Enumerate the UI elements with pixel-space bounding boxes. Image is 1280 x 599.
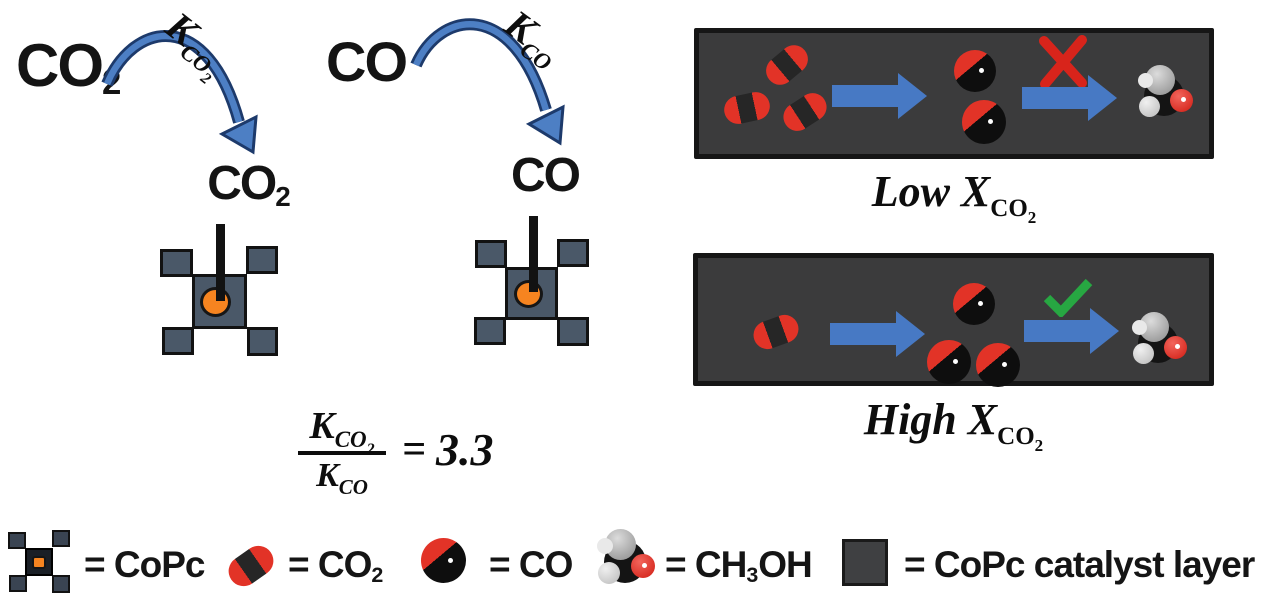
low-xco2-panel — [694, 28, 1214, 159]
co-molecule — [976, 343, 1020, 387]
co2-molecule — [749, 310, 803, 354]
copc-corner-square — [52, 575, 70, 593]
reaction-arrow-icon — [1024, 308, 1119, 354]
numerator-k: K — [309, 405, 335, 447]
copc-molecule-icon — [474, 238, 589, 350]
red-x-icon — [1039, 35, 1087, 89]
copc-corner-square — [246, 246, 278, 274]
cobalt-center-icon — [200, 286, 231, 317]
copc-corner-square — [474, 317, 506, 345]
ch3oh-molecule — [1138, 64, 1194, 122]
legend-ch3oh-sub: 3 — [746, 563, 759, 588]
high-label-sub: CO — [997, 423, 1035, 450]
legend-co2-sub: 2 — [371, 563, 384, 588]
cobalt-center-icon — [514, 279, 543, 308]
legend-ch3oh-post: OH — [758, 544, 812, 585]
co2-adsorbed-label: CO2 — [188, 157, 310, 211]
copc-corner-square — [160, 249, 193, 277]
atom-sphere — [598, 562, 620, 584]
cobalt-center-icon — [32, 555, 46, 569]
copc-corner-square — [162, 327, 194, 355]
co-molecule — [953, 283, 995, 325]
high-label-subsub: 2 — [1034, 436, 1044, 455]
numerator-subsub: 2 — [366, 441, 375, 458]
atom-sphere — [1139, 96, 1160, 117]
ratio-value: 3.3 — [435, 424, 494, 475]
copc-center-square — [505, 267, 558, 320]
legend-co-label: = CO — [489, 544, 573, 585]
co2-molecule — [778, 87, 832, 137]
atom-sphere — [1132, 320, 1147, 335]
co-molecule — [927, 340, 971, 384]
atom-highlight — [1175, 344, 1180, 349]
co2-gas-main: CO — [16, 32, 104, 99]
equals-sign: = — [402, 426, 426, 473]
copc-corner-square — [475, 240, 507, 268]
co-adsorbed-main: CO — [511, 149, 581, 202]
legend-co2-label: = CO2 — [288, 544, 384, 588]
legend-co-icon — [421, 538, 466, 583]
fraction-numerator: KCO2 — [309, 404, 374, 458]
low-label-sub: CO — [990, 195, 1028, 222]
legend-copc-label: = CoPc — [84, 544, 205, 585]
copc-corner-square — [557, 239, 589, 267]
k-co2-curved-arrow-icon — [101, 30, 258, 155]
reaction-arrow-icon — [830, 311, 925, 357]
co2-molecule — [721, 89, 773, 127]
equilibrium-ratio-equation: KCO2 KCO = 3.3 — [298, 404, 494, 499]
co2-adsorbed-sub: 2 — [275, 180, 291, 212]
numerator-sub: CO — [334, 427, 367, 452]
low-xco2-label: Low XCO2 — [694, 166, 1214, 227]
green-check-icon — [1043, 278, 1093, 317]
high-xco2-label: High XCO2 — [693, 394, 1214, 455]
co-gas-main: CO — [326, 30, 408, 93]
denominator-k: K — [316, 457, 339, 494]
reaction-arrow-icon — [1022, 75, 1117, 121]
co2-molecule — [760, 39, 814, 91]
co-bond-line — [529, 216, 538, 292]
fraction-bar — [298, 451, 386, 455]
copc-corner-square — [9, 575, 27, 592]
high-xco2-panel — [693, 253, 1214, 387]
legend-catalyst-layer-icon — [842, 539, 888, 586]
atom-highlight — [642, 563, 647, 568]
co-adsorbed-label: CO — [495, 152, 595, 200]
k-co-curved-arrow-icon — [410, 18, 565, 146]
k-ratio-fraction: KCO2 KCO — [298, 404, 386, 499]
co2-bond-line — [216, 224, 225, 301]
legend-ch3oh-pre: = CH — [665, 544, 747, 585]
copc-corner-square — [8, 532, 26, 549]
atom-sphere — [1133, 343, 1154, 364]
copc-center-square — [25, 548, 53, 576]
co2-adsorbed-main: CO — [207, 157, 277, 210]
legend-copc-icon — [8, 530, 70, 594]
co-molecule — [954, 50, 996, 92]
ch3oh-molecule — [1132, 311, 1188, 369]
fraction-denominator: KCO — [316, 457, 368, 499]
reaction-arrow-icon — [832, 73, 927, 119]
copc-corner-square — [247, 327, 278, 356]
legend-co2-icon — [222, 539, 280, 593]
low-label-subsub: 2 — [1027, 208, 1037, 227]
copc-corner-square — [52, 530, 70, 547]
copc-corner-square — [557, 317, 589, 346]
legend-ch3oh-label: = CH3OH — [665, 544, 813, 588]
co-gas-label: CO — [326, 34, 408, 90]
atom-highlight — [1181, 97, 1186, 102]
legend-catalyst-layer-label: = CoPc catalyst layer — [904, 544, 1255, 585]
legend-ch3oh-icon — [597, 528, 655, 588]
legend-co2-main: = CO — [288, 544, 372, 585]
co-molecule — [962, 100, 1006, 144]
atom-sphere — [597, 538, 613, 554]
atom-sphere — [1138, 73, 1153, 88]
high-label-main: High X — [863, 395, 998, 444]
low-label-main: Low X — [871, 167, 991, 216]
denominator-sub: CO — [338, 475, 368, 499]
copc-molecule-icon — [160, 246, 278, 357]
